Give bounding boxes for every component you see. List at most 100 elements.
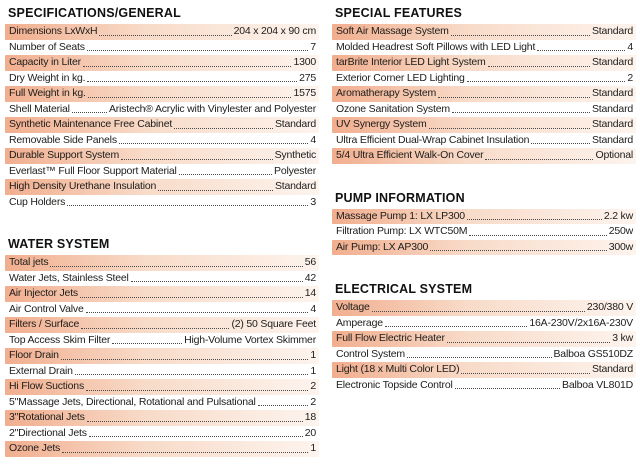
spec-row: Amperage 16A-230V/2x16A-230V bbox=[332, 316, 636, 332]
spec-label: Durable Support System bbox=[9, 149, 119, 161]
spec-label: Aromatherapy System bbox=[336, 87, 437, 99]
spec-label: Filtration Pump: LX WTC50M bbox=[336, 225, 468, 237]
spec-value: 18 bbox=[304, 411, 316, 423]
spec-label: High Density Urethane Insulation bbox=[9, 180, 157, 192]
spec-row: Filtration Pump: LX WTC50M 250w bbox=[332, 224, 636, 240]
spec-label: Molded Headrest Soft Pillows with LED Li… bbox=[336, 40, 536, 53]
spec-label: Floor Drain bbox=[9, 349, 59, 361]
spec-value: Standard bbox=[591, 87, 633, 99]
dotted-leader bbox=[67, 205, 309, 206]
dotted-leader bbox=[371, 310, 585, 312]
spec-label: Cup Holders bbox=[9, 195, 66, 208]
dotted-leader bbox=[450, 34, 590, 36]
spec-value: 3 bbox=[310, 195, 316, 208]
dotted-leader bbox=[130, 281, 303, 282]
spec-row: Capacity in Liter 1300 bbox=[5, 55, 319, 71]
spec-label: Control System bbox=[336, 347, 405, 360]
spec-label: Top Access Skim Filter bbox=[9, 333, 111, 346]
spec-value: 14 bbox=[304, 287, 316, 299]
spec-label: Air Control Valve bbox=[9, 302, 84, 315]
dotted-leader bbox=[174, 127, 273, 129]
spec-value: 300w bbox=[608, 240, 634, 253]
spec-row: Shell Material Aristech® Acrylic with Vin… bbox=[5, 102, 319, 118]
spec-value: 2 bbox=[310, 380, 316, 392]
spec-value: Standard bbox=[591, 118, 633, 130]
spec-row: UV Synergy System Standard bbox=[332, 117, 636, 133]
spec-value: 275 bbox=[299, 71, 316, 84]
spec-value: 204 x 204 x 90 cm bbox=[233, 25, 317, 37]
spec-label: 2"Directional Jets bbox=[9, 426, 87, 439]
spec-value: 1 bbox=[310, 364, 316, 377]
dotted-leader bbox=[469, 234, 607, 236]
dotted-leader bbox=[99, 34, 232, 36]
spec-value: 3 kw bbox=[612, 332, 633, 344]
spec-label: Massage Pump 1: LX LP300 bbox=[336, 209, 465, 222]
spec-label: 5/4 Ultra Efficient Walk-On Cover bbox=[336, 149, 484, 161]
spec-value: Optional bbox=[595, 149, 633, 161]
dotted-leader bbox=[466, 219, 602, 220]
dotted-leader bbox=[88, 436, 303, 437]
dotted-leader bbox=[86, 420, 303, 422]
dotted-leader bbox=[178, 174, 273, 175]
spec-row: 5/4 Ultra Efficient Walk-On Cover Optiona… bbox=[332, 148, 636, 164]
spec-row: Number of Seats 7 bbox=[5, 40, 319, 56]
spec-row: Massage Pump 1: LX LP300 2.2 kw bbox=[332, 208, 636, 224]
spec-value: 2 bbox=[310, 395, 316, 408]
spec-value: 7 bbox=[310, 40, 316, 53]
dotted-leader bbox=[531, 143, 590, 144]
spec-value: 1300 bbox=[293, 56, 316, 68]
dotted-leader bbox=[74, 374, 309, 375]
spec-label: External Drain bbox=[9, 364, 73, 377]
spec-row: Water Jets, Stainless Steel 42 bbox=[5, 271, 319, 287]
section-rows: Soft Air Massage System Standard Molded He… bbox=[332, 24, 636, 164]
spec-label: Full Weight in kg. bbox=[9, 87, 86, 99]
dotted-leader bbox=[454, 388, 561, 389]
dotted-leader bbox=[158, 189, 273, 191]
dotted-leader bbox=[86, 389, 309, 391]
spec-value: Standard bbox=[591, 56, 633, 68]
spec-row: Total jets 56 bbox=[5, 255, 319, 271]
spec-row: Light (18 x Multi Color LED) Standard bbox=[332, 362, 636, 378]
spec-label: Hi Flow Suctions bbox=[9, 380, 84, 392]
spec-row: Hi Flow Suctions 2 bbox=[5, 379, 319, 395]
spec-row: 2"Directional Jets 20 bbox=[5, 426, 319, 442]
spec-value: Standard bbox=[591, 25, 633, 37]
spec-label: Voltage bbox=[336, 301, 370, 313]
spec-row: Durable Support System Synthetic bbox=[5, 148, 319, 164]
spec-value: 42 bbox=[304, 271, 316, 284]
spec-value: 230/380 V bbox=[586, 301, 633, 313]
spec-value: Aristech® Acrylic with Vinylester and Po… bbox=[108, 102, 316, 115]
section-rows: Total jets 56 Water Jets, Stainless Steel 4… bbox=[5, 255, 319, 457]
dotted-leader bbox=[428, 127, 590, 129]
left-column: SPECIFICATIONS/GENERAL Dimensions LxWxH 20… bbox=[5, 6, 319, 473]
section-rows: Massage Pump 1: LX LP300 2.2 kw Filtration… bbox=[332, 208, 636, 255]
dotted-leader bbox=[50, 265, 303, 267]
dotted-leader bbox=[257, 405, 309, 406]
spec-label: 3"Rotational Jets bbox=[9, 411, 85, 423]
spec-label: Number of Seats bbox=[9, 40, 85, 53]
right-column: SPECIAL FEATURES Soft Air Massage System S… bbox=[332, 6, 636, 473]
dotted-leader bbox=[60, 358, 309, 360]
spec-label: Water Jets, Stainless Steel bbox=[9, 271, 129, 284]
spec-row: 3"Rotational Jets 18 bbox=[5, 410, 319, 426]
spec-row: Soft Air Massage System Standard bbox=[332, 24, 636, 40]
dotted-leader bbox=[71, 112, 107, 113]
spec-label: Dry Weight in kg. bbox=[9, 71, 86, 84]
spec-value: 16A-230V/2x16A-230V bbox=[529, 316, 633, 329]
spec-label: Air Pump: LX AP300 bbox=[336, 240, 429, 253]
spec-label: 5"Massage Jets, Directional, Rotational … bbox=[9, 395, 256, 408]
spec-row: Full Flow Electric Heater 3 kw bbox=[332, 331, 636, 347]
spec-label: Amperage bbox=[336, 316, 383, 329]
spec-row: Everlast™ Full Floor Support Material Pol… bbox=[5, 164, 319, 180]
spec-label: Ozone Jets bbox=[9, 442, 61, 454]
spec-label: Exterior Corner LED Lighting bbox=[336, 71, 465, 84]
dotted-leader bbox=[466, 81, 626, 82]
spec-row: Filters / Surface (2) 50 Square Feet bbox=[5, 317, 319, 333]
spec-row: Top Access Skim Filter High-Volume Vortex… bbox=[5, 333, 319, 349]
dotted-leader bbox=[438, 96, 590, 98]
spec-row: Synthetic Maintenance Free Cabinet Standa… bbox=[5, 117, 319, 133]
section-title: SPECIAL FEATURES bbox=[335, 6, 463, 20]
dotted-leader bbox=[487, 65, 590, 67]
spec-label: Dimensions LxWxH bbox=[9, 25, 98, 37]
